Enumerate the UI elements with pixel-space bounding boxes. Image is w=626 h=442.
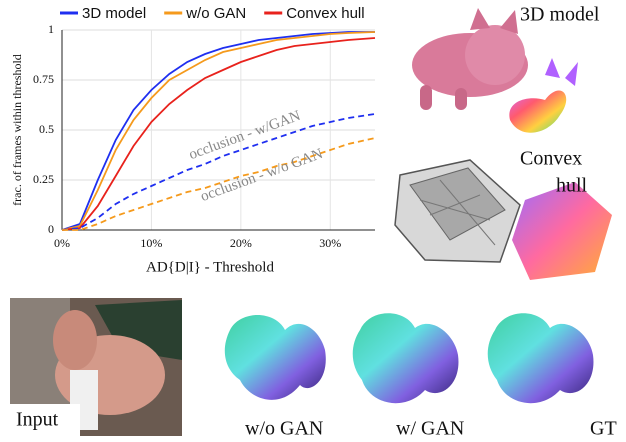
- x-tick-label: 0%: [54, 236, 70, 250]
- hull-label: hull: [556, 175, 588, 197]
- legend-label: w/o GAN: [185, 5, 246, 22]
- model-render: [412, 8, 578, 133]
- legend-label: Convex hull: [286, 5, 364, 22]
- input-label: Input: [16, 409, 59, 431]
- series-line: [61, 37, 376, 231]
- x-tick-label: 10%: [140, 236, 162, 250]
- y-tick-label: 0: [48, 222, 54, 236]
- y-axis-label: frac. of frames within threshold: [10, 54, 24, 206]
- flow-maps: [224, 313, 594, 404]
- x-tick-label: 20%: [230, 236, 252, 250]
- input-photo: [10, 298, 182, 436]
- hull-label: Convex: [520, 148, 582, 170]
- y-tick-label: 0.75: [33, 72, 54, 86]
- y-tick-label: 0.5: [39, 122, 54, 136]
- series-line: [61, 31, 376, 231]
- legend-label: 3D model: [82, 5, 146, 22]
- series-line: [61, 31, 375, 231]
- x-tick-label: 30%: [319, 236, 341, 250]
- series-line: [61, 113, 376, 231]
- line-label: occlusion - w/o GAN: [199, 146, 326, 205]
- model-label: 3D model: [520, 4, 600, 26]
- y-tick-label: 1: [48, 22, 54, 36]
- hull-render: [394, 159, 612, 280]
- y-tick-label: 0.25: [33, 172, 54, 186]
- series-line: [62, 137, 376, 231]
- result-label: w/o GAN: [245, 418, 323, 440]
- result-label: w/ GAN: [396, 418, 464, 440]
- result-label: GT: [590, 418, 617, 440]
- x-axis-label: AD{D|I} - Threshold: [146, 259, 274, 275]
